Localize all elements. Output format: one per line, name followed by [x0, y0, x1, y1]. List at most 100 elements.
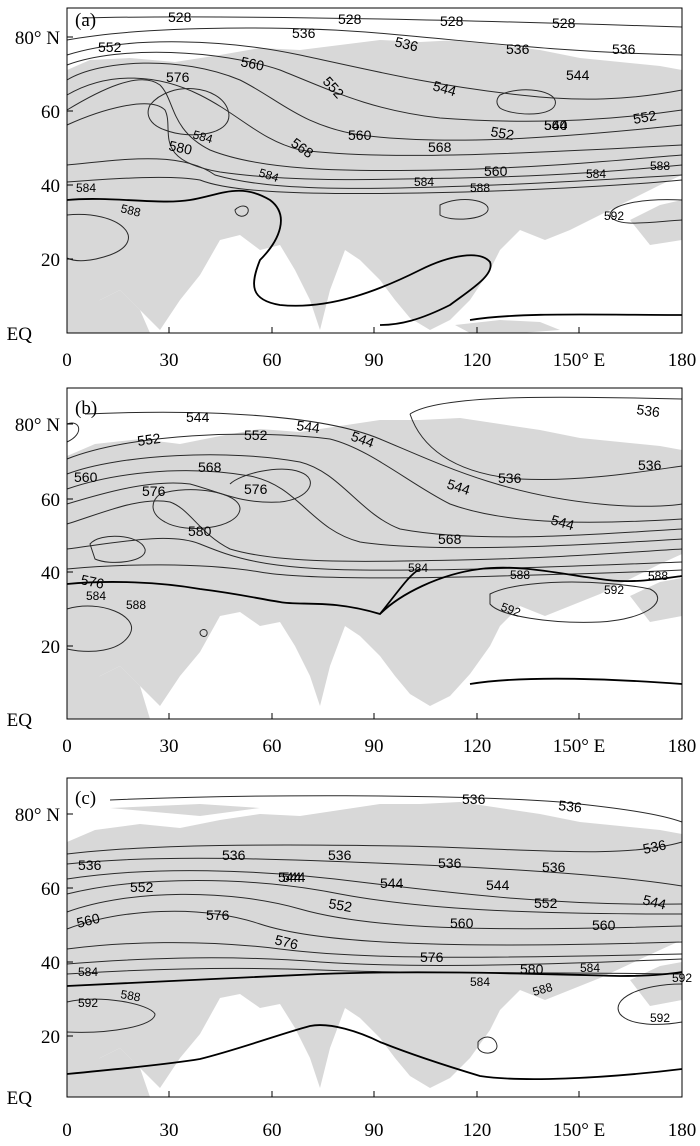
panel-label: (b) — [75, 398, 97, 419]
x-tick-label: 120 — [463, 736, 492, 757]
x-tick-label: 30 — [160, 736, 179, 757]
contour-label: 552 — [244, 427, 268, 443]
contour-label: 584 — [78, 965, 98, 979]
contour-label: 576 — [142, 483, 166, 499]
contour-label: 528 — [338, 11, 362, 27]
tick-marks — [67, 423, 580, 719]
contour-label: 584 — [586, 167, 606, 181]
x-axis-labels: 0 30 60 90 120 150° E 180 — [62, 350, 696, 371]
contour-label: 588 — [510, 568, 530, 582]
contour-label: 552 — [489, 123, 515, 143]
land-masses — [67, 418, 682, 719]
y-tick-label: 60 — [41, 102, 60, 123]
x-tick-label: 120 — [463, 350, 492, 371]
contour-label: 552 — [136, 430, 162, 449]
x-tick-label: 90 — [365, 1120, 384, 1141]
tick-marks — [67, 36, 580, 333]
contour-label: 560 — [592, 917, 616, 933]
contour-label: 588 — [531, 980, 554, 999]
y-tick-label: 80° N — [15, 415, 60, 436]
tick-marks — [67, 813, 580, 1097]
contour-label: 536 — [328, 847, 352, 863]
y-axis-labels: 80° N 60 40 20 EQ — [7, 28, 61, 345]
contour-label: 544 — [282, 869, 306, 885]
contour-label: 568 — [428, 139, 452, 155]
y-tick-label: EQ — [7, 324, 33, 345]
contour-label: 552 — [632, 107, 658, 127]
x-tick-label: 60 — [263, 1120, 282, 1141]
contour-labels: 536 536 536 544 544 544 544 544 552 552 … — [74, 401, 668, 620]
y-tick-label: 60 — [41, 879, 60, 900]
contour-label: 592 — [499, 600, 523, 620]
land-masses — [67, 802, 682, 1097]
x-tick-label: 0 — [62, 1120, 72, 1141]
contour-label: 584 — [257, 166, 281, 186]
x-axis-labels: 0 30 60 90 120 150° E 180 — [62, 1120, 696, 1141]
x-tick-label: 90 — [365, 350, 384, 371]
x-tick-label: 150° E — [553, 350, 605, 371]
x-tick-label: 30 — [160, 350, 179, 371]
contour-label: 536 — [506, 41, 530, 57]
contour-label: 560 — [484, 163, 508, 179]
contour-label: 584 — [408, 561, 428, 575]
contour-label: 544 — [186, 409, 210, 425]
x-tick-label: 180 — [668, 350, 697, 371]
contour-label: 576 — [244, 481, 268, 497]
contour-lines — [66, 16, 683, 326]
contour-label: 568 — [438, 531, 462, 547]
contour-label: 544 — [544, 117, 568, 133]
x-tick-label: 0 — [62, 736, 72, 757]
contour-label: 584 — [414, 175, 434, 189]
x-tick-label: 120 — [463, 1120, 492, 1141]
contour-label: 592 — [78, 996, 98, 1010]
contour-label: 528 — [440, 13, 464, 29]
contour-label: 544 — [641, 891, 668, 912]
x-tick-label: 150° E — [553, 1120, 605, 1141]
contour-label: 544 — [549, 512, 576, 534]
contour-label: 536 — [393, 33, 420, 54]
contour-label: 536 — [462, 791, 486, 807]
contour-label: 560 — [450, 915, 474, 931]
contour-label: 576 — [166, 69, 190, 85]
y-tick-label: 60 — [41, 490, 60, 511]
x-tick-label: 60 — [263, 350, 282, 371]
x-tick-label: 0 — [62, 350, 72, 371]
contour-label: 580 — [188, 523, 212, 539]
y-tick-label: 20 — [41, 637, 60, 658]
contour-label: 528 — [168, 9, 192, 25]
y-axis-labels: 80° N 60 40 20 EQ — [7, 415, 61, 731]
contour-label: 544 — [431, 78, 458, 100]
y-tick-label: 40 — [41, 563, 60, 584]
contour-labels: 528 528 528 528 536 536 536 536 544 544 … — [76, 9, 670, 223]
contour-label: 536 — [636, 401, 662, 420]
y-tick-label: 20 — [41, 1027, 60, 1048]
contour-label: 580 — [520, 961, 544, 977]
contour-label: 544 — [566, 67, 590, 83]
contour-label: 576 — [79, 571, 105, 592]
contour-label: 588 — [126, 598, 146, 612]
contour-label: 592 — [650, 1011, 670, 1025]
contour-label: 584 — [76, 181, 96, 195]
contour-label: 544 — [349, 428, 377, 451]
contour-label: 544 — [296, 417, 322, 436]
contour-labels: 536 536 536 536 536 536 536 544 544 544 … — [75, 791, 692, 1025]
contour-label: 536 — [638, 457, 662, 473]
y-tick-label: EQ — [7, 1088, 33, 1109]
contour-label: 588 — [119, 987, 141, 1004]
panel-a: 528 528 528 528 536 536 536 536 544 544 … — [0, 0, 700, 382]
contour-label: 536 — [612, 41, 636, 57]
contour-label: 536 — [498, 470, 522, 486]
contour-label: 560 — [239, 53, 265, 74]
contour-label: 528 — [552, 15, 576, 31]
x-tick-label: 150° E — [553, 736, 605, 757]
contour-label: 552 — [98, 39, 122, 55]
contour-label: 584 — [191, 127, 214, 146]
contour-label: 588 — [648, 569, 668, 583]
panel-a-map: 528 528 528 528 536 536 536 536 544 544 … — [7, 7, 696, 371]
x-tick-label: 60 — [263, 736, 282, 757]
contour-label: 536 — [438, 855, 462, 871]
panel-label: (a) — [75, 10, 96, 31]
x-tick-label: 30 — [160, 1120, 179, 1141]
panel-b: 536 536 536 544 544 544 544 544 552 552 … — [0, 384, 700, 766]
contour-label: 536 — [558, 797, 583, 815]
